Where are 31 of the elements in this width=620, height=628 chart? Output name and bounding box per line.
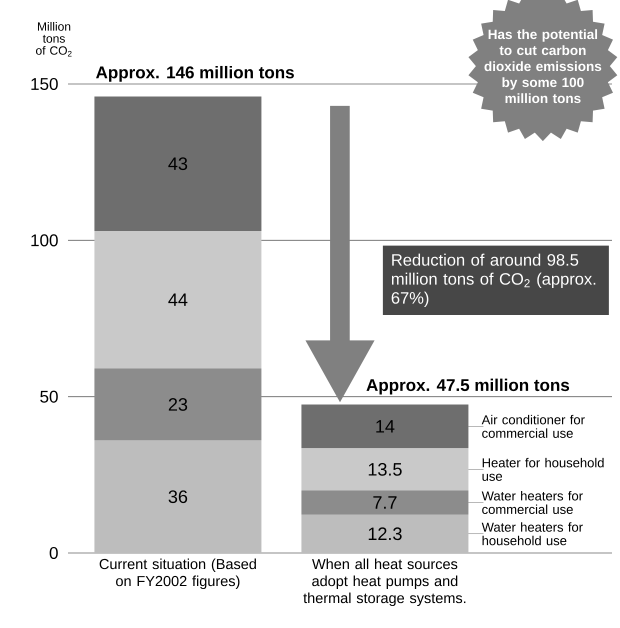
data-label: 43 [168, 157, 188, 170]
bar [94, 230, 262, 369]
data-label: 36 [168, 490, 188, 504]
text: Reduction of around 98.5 million tons of CO$_{2}$ (approx. 67%) [392, 254, 596, 308]
x-tick-label: When all heat sources adopt heat pumps and thermal storage systems. [303, 558, 466, 606]
y-tick-label: 150 [31, 78, 58, 90]
x-tick-label: Current situation (Based on FY2002 figures) [100, 558, 256, 590]
data-label: 12.3 [368, 527, 402, 540]
y-tick-label: 0 [50, 546, 58, 560]
y-tick-label: 50 [40, 390, 58, 403]
data-label: 7.7 [373, 496, 397, 509]
series-label: Water heaters for commercial use [482, 490, 583, 514]
series-label: Air conditioner for commercial use [482, 414, 585, 438]
y-tick-label: 100 [31, 234, 58, 246]
bar [301, 514, 468, 553]
bar [301, 448, 468, 490]
series-label: Heater for household use [482, 458, 604, 481]
bar [94, 96, 262, 231]
y-axis-title: Million tons of CO$_{2}$ [36, 22, 72, 56]
data-label: 44 [168, 294, 188, 306]
data-label: 14 [376, 420, 394, 433]
data-label: 23 [168, 398, 188, 411]
bar [94, 368, 262, 440]
data-label: 13.5 [368, 462, 402, 476]
bar [301, 404, 468, 448]
total-label: Approx. 47.5 million tons [366, 378, 570, 394]
total-label: Approx. 146 million tons [96, 66, 294, 82]
annotation: Has the potential to cut carbon dioxide emissions by some 100 million tons [484, 29, 602, 104]
bar [94, 440, 262, 553]
bar [301, 490, 468, 515]
series-label: Water heaters for household use [482, 522, 583, 546]
